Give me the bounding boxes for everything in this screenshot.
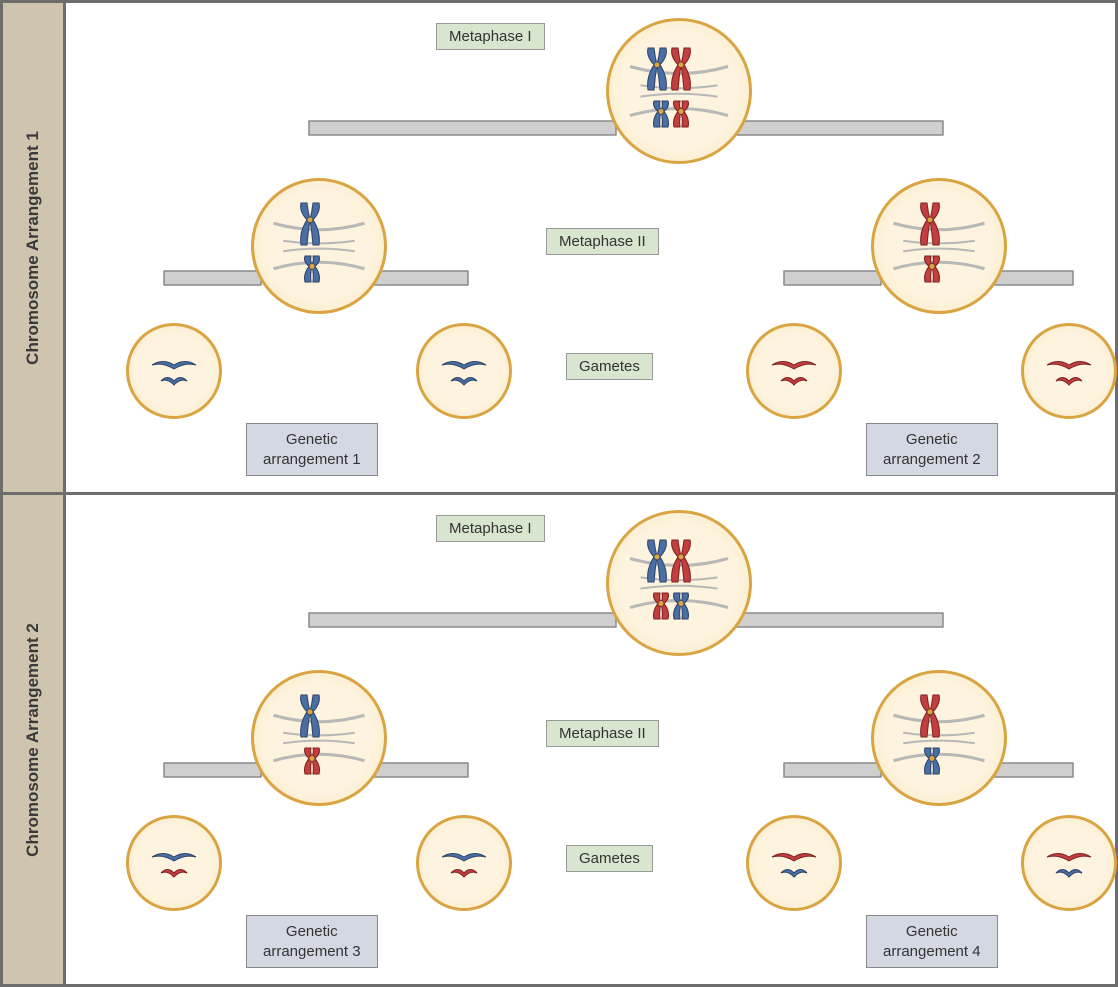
label-metaphase1: Metaphase I [436, 515, 545, 542]
side-label-2-text: Chromosome Arrangement 2 [23, 623, 43, 857]
metaphase2-cell-right [871, 178, 1007, 314]
metaphase2-cell-right [871, 670, 1007, 806]
gamete-cell-1 [416, 323, 512, 419]
side-label-2: Chromosome Arrangement 2 [3, 495, 66, 984]
side-label-1-text: Chromosome Arrangement 1 [23, 131, 43, 365]
label-metaphase1: Metaphase I [436, 23, 545, 50]
gamete-cell-0 [126, 323, 222, 419]
diagram-container: Chromosome Arrangement 1 [0, 0, 1118, 987]
genetic-label-left: Geneticarrangement 1 [246, 423, 378, 476]
gamete-cell-2 [746, 323, 842, 419]
side-label-1: Chromosome Arrangement 1 [3, 3, 66, 492]
metaphase2-cell-left [251, 670, 387, 806]
metaphase1-cell [606, 510, 752, 656]
genetic-label-left: Geneticarrangement 3 [246, 915, 378, 968]
gamete-cell-3 [1021, 815, 1117, 911]
label-gametes: Gametes [566, 845, 653, 872]
gamete-cell-1 [416, 815, 512, 911]
content-panel-1: Metaphase I Metaphase II Gametes Geneticarr… [66, 3, 1115, 492]
metaphase1-cell [606, 18, 752, 164]
genetic-label-right: Geneticarrangement 4 [866, 915, 998, 968]
gamete-cell-2 [746, 815, 842, 911]
panel-arrangement-2: Chromosome Arrangement 2 [3, 495, 1115, 984]
gamete-cell-0 [126, 815, 222, 911]
panel-arrangement-1: Chromosome Arrangement 1 [3, 3, 1115, 495]
metaphase2-cell-left [251, 178, 387, 314]
label-metaphase2: Metaphase II [546, 228, 659, 255]
gamete-cell-3 [1021, 323, 1117, 419]
content-panel-2: Metaphase I Metaphase II Gametes Geneticarr… [66, 495, 1115, 984]
label-metaphase2: Metaphase II [546, 720, 659, 747]
label-gametes: Gametes [566, 353, 653, 380]
genetic-label-right: Geneticarrangement 2 [866, 423, 998, 476]
